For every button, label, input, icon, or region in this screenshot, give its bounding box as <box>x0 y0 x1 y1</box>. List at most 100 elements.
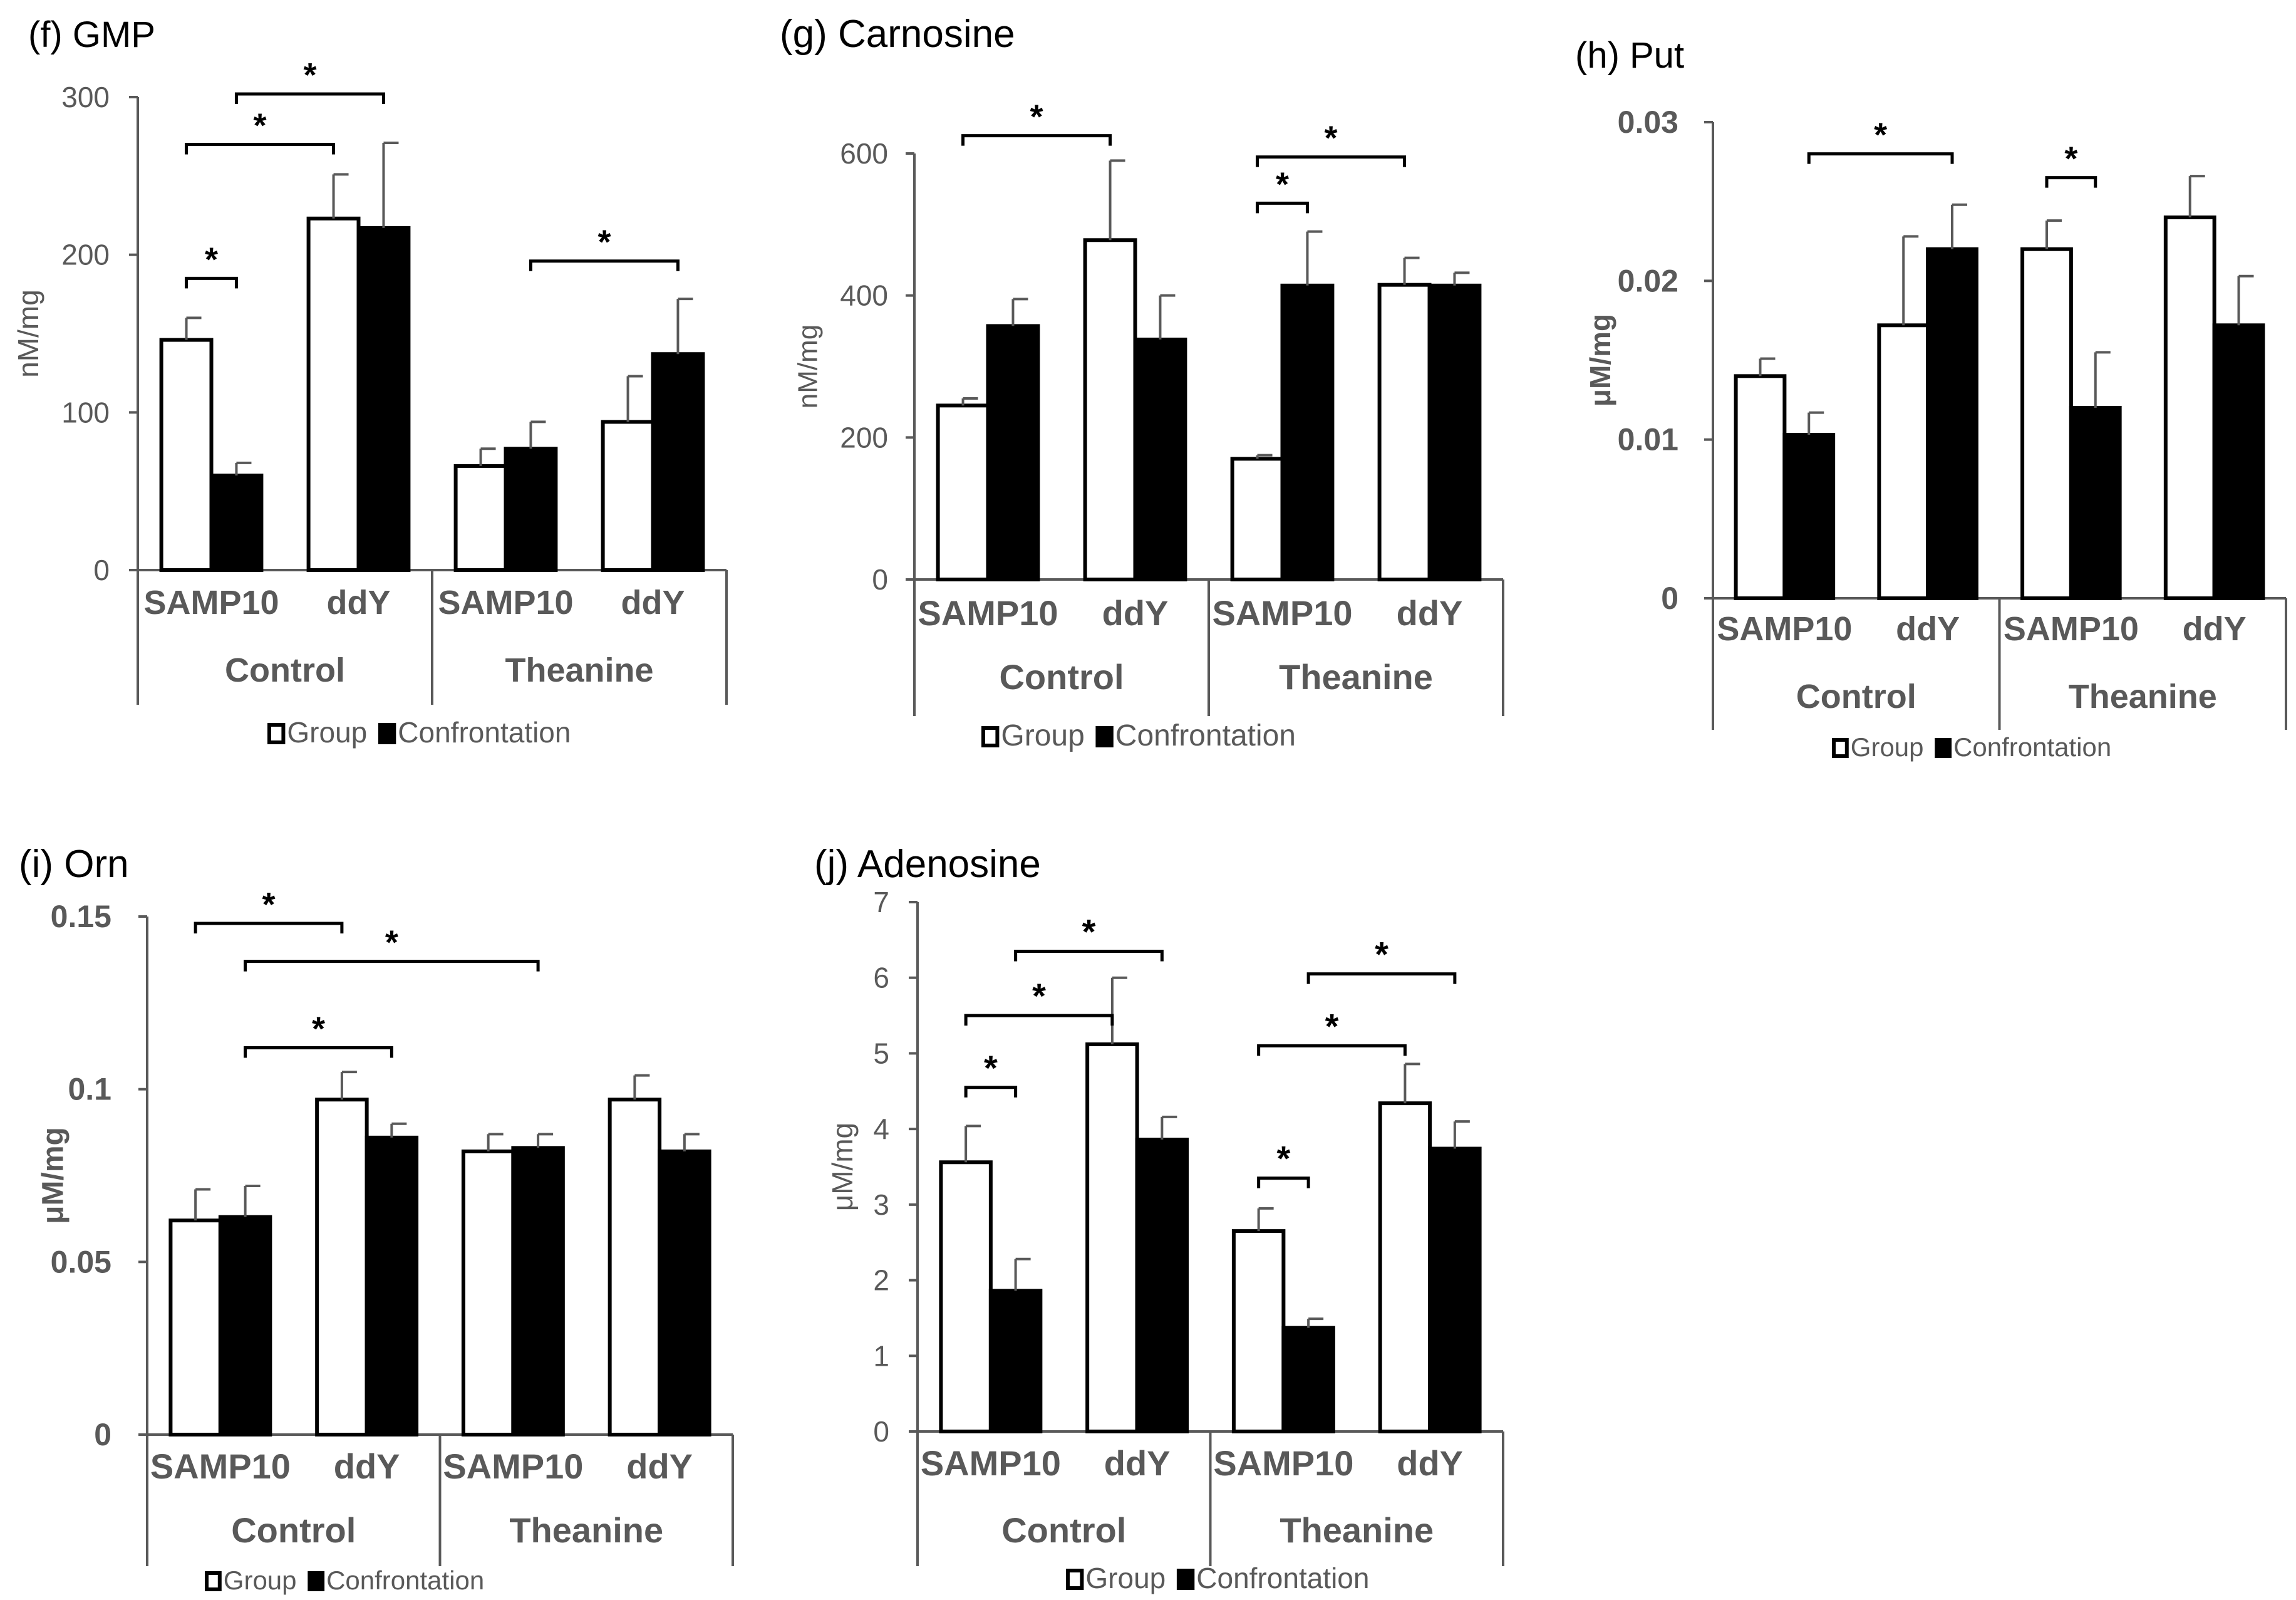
y-tick-label: 300 <box>61 81 110 113</box>
x-group-label: Theanine <box>509 1510 663 1550</box>
significance-bracket <box>244 1046 393 1058</box>
bar-group <box>1083 238 1137 581</box>
significance-bracket <box>2045 176 2097 188</box>
significance-star: * <box>312 1010 325 1048</box>
x-category-label: SAMP10 <box>918 593 1058 633</box>
x-category-label: ddY <box>2183 610 2247 648</box>
bar-group <box>168 1218 222 1436</box>
y-tick-label: 0.02 <box>1618 263 1678 298</box>
y-tick-label: 400 <box>840 279 888 312</box>
x-category-label: ddY <box>1397 1443 1463 1483</box>
x-group-label: Theanine <box>1280 1510 1434 1550</box>
significance-bracket <box>244 960 540 972</box>
significance-star: * <box>1032 976 1046 1016</box>
legend-swatch-group <box>981 726 1000 747</box>
panel-f: (f) GMP nM/mg 0 100 200 300 SAMP10 ddY SAMP10 ddY… <box>12 14 728 749</box>
legend-label-group: Group <box>1085 1562 1166 1594</box>
significance-bracket <box>1257 1044 1407 1056</box>
bar-group <box>461 1149 515 1436</box>
panel-title: (g) Carnosine <box>780 13 1015 56</box>
significance-star: * <box>303 56 316 94</box>
bar-group <box>1085 1042 1139 1433</box>
bar-confrontation <box>1135 1138 1189 1433</box>
x-category-label: ddY <box>1397 593 1463 633</box>
bar-confrontation <box>986 324 1040 582</box>
significance-star: * <box>205 241 218 278</box>
y-tick-label: 200 <box>840 421 888 454</box>
x-group-label: Control <box>231 1510 356 1550</box>
x-group-label: Control <box>225 652 345 689</box>
bar-group <box>2163 216 2216 600</box>
bar-group <box>1877 323 1930 600</box>
x-group-label: Theanine <box>2069 678 2217 715</box>
x-category-label: ddY <box>1104 1443 1171 1483</box>
bar-confrontation <box>504 447 558 573</box>
legend-swatch-group <box>205 1571 222 1591</box>
panel-i: (i) Orn μM/mg 0 0.05 0.1 0.15 SAMP10 ddY SAMP10 d… <box>19 843 734 1595</box>
legend-label-group: Group <box>224 1566 297 1595</box>
legend-swatch-confrontation <box>1176 1569 1195 1590</box>
panel-j: (j) Adenosine μM/mg 0 1 2 3 4 5 6 7 SAMP10 ddY SAMP1… <box>814 843 1504 1594</box>
legend-swatch-confrontation <box>378 723 396 744</box>
panel-title: (j) Adenosine <box>814 843 1041 886</box>
significance-star: * <box>385 924 398 962</box>
significance-star: * <box>262 886 276 923</box>
bar-confrontation <box>1926 247 1978 600</box>
y-tick-label: 0 <box>94 1417 111 1452</box>
y-tick-label: 4 <box>873 1113 889 1145</box>
bar-group <box>1734 374 1787 600</box>
y-tick-label: 100 <box>61 396 110 429</box>
bar-confrontation <box>1281 1326 1335 1433</box>
x-category-label: SAMP10 <box>150 1447 291 1486</box>
x-category-label: SAMP10 <box>143 584 279 621</box>
x-category-label: ddY <box>334 1447 400 1486</box>
bar-confrontation <box>2212 323 2265 600</box>
bar-confrontation <box>1280 283 1335 581</box>
legend-label-confrontation: Confrontation <box>326 1566 484 1595</box>
y-tick-label: 0.1 <box>68 1072 111 1107</box>
significance-star: * <box>254 107 267 145</box>
legend-swatch-confrontation <box>1935 738 1952 758</box>
significance-bracket <box>529 259 680 271</box>
bar-group <box>1230 457 1285 581</box>
bar-group <box>1377 283 1432 581</box>
significance-star: * <box>1276 1139 1290 1178</box>
significance-star: * <box>597 224 611 261</box>
bar-confrontation <box>365 1135 419 1437</box>
significance-star: * <box>1325 1006 1339 1046</box>
x-category-label: ddY <box>1102 593 1169 633</box>
bar-confrontation <box>651 352 705 572</box>
y-axis-label: μM/mg <box>826 1123 859 1212</box>
y-tick-label: 2 <box>873 1264 889 1297</box>
x-category-label: SAMP10 <box>438 584 573 621</box>
panel-h: (h) Put μM/mg 0 0.01 0.02 0.03 SAMP10 ddY SAMP10… <box>1575 35 2287 762</box>
x-group-label: Control <box>1001 1510 1126 1550</box>
legend-swatch-confrontation <box>308 1571 325 1591</box>
bar-confrontation <box>1428 1146 1482 1433</box>
bar-group <box>1231 1229 1286 1434</box>
significance-star: * <box>1874 117 1887 154</box>
significance-bracket <box>234 92 385 104</box>
bar-confrontation <box>658 1149 711 1436</box>
y-axis-label: nM/mg <box>12 289 44 378</box>
y-tick-label: 0.03 <box>1618 105 1678 140</box>
panel-title: (f) GMP <box>28 14 155 55</box>
y-tick-label: 0.05 <box>51 1244 111 1279</box>
significance-bracket <box>1014 949 1164 962</box>
x-category-label: SAMP10 <box>2004 610 2139 648</box>
legend-label-confrontation: Confrontation <box>1115 719 1296 752</box>
x-category-label: SAMP10 <box>921 1443 1061 1483</box>
y-tick-label: 0 <box>872 563 888 596</box>
significance-bracket <box>185 276 238 289</box>
legend-label-group: Group <box>1001 719 1084 752</box>
legend-label-confrontation: Confrontation <box>398 716 571 749</box>
x-category-label: SAMP10 <box>443 1447 583 1486</box>
legend-swatch-group <box>267 723 286 744</box>
bar-group <box>315 1098 369 1436</box>
bar-confrontation <box>209 474 264 572</box>
x-category-label: ddY <box>621 584 685 621</box>
bar-confrontation <box>1133 337 1187 582</box>
y-tick-label: 5 <box>873 1037 889 1069</box>
legend-swatch-group <box>1832 738 1849 758</box>
